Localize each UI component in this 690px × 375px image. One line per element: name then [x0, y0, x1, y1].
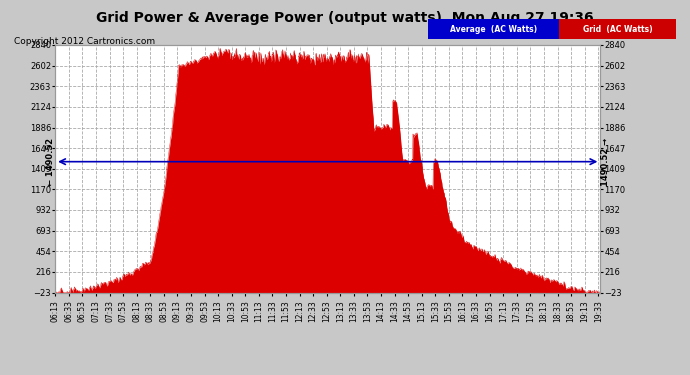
Text: 1490.52 →: 1490.52 →: [601, 138, 610, 186]
Text: Average  (AC Watts): Average (AC Watts): [450, 25, 537, 34]
Text: Copyright 2012 Cartronics.com: Copyright 2012 Cartronics.com: [14, 38, 155, 46]
Text: Grid  (AC Watts): Grid (AC Watts): [583, 25, 652, 34]
Text: ← 1490.52: ← 1490.52: [46, 138, 55, 186]
Text: Grid Power & Average Power (output watts)  Mon Aug 27 19:36: Grid Power & Average Power (output watts…: [96, 11, 594, 25]
